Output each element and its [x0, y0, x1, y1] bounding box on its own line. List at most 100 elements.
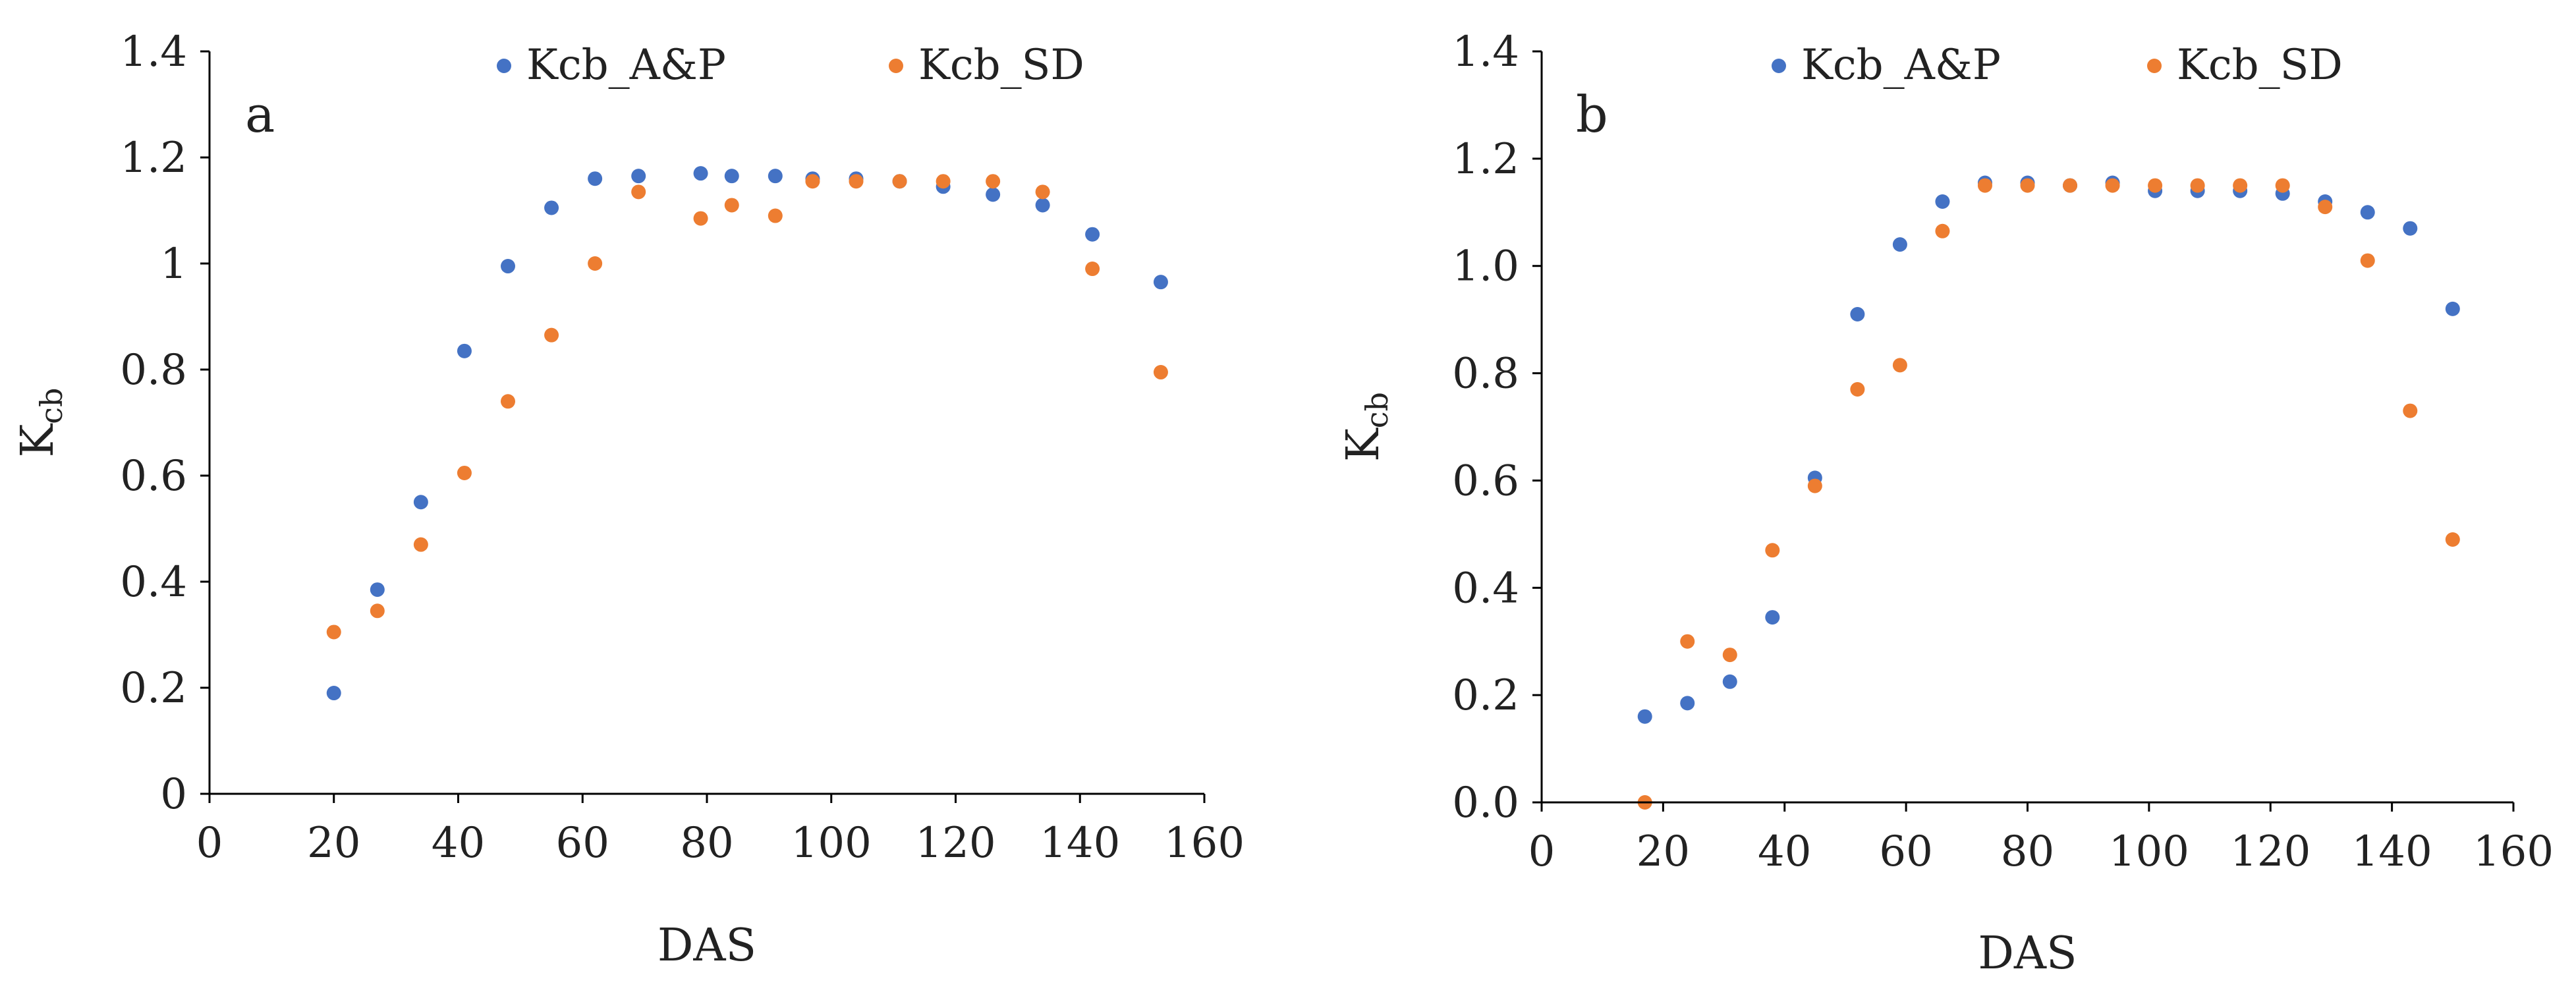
point-kcb-sd [1892, 358, 1907, 373]
point-kcb-ap [2445, 301, 2460, 316]
point-kcb-ap [1637, 709, 1652, 724]
point-kcb-sd [544, 327, 559, 343]
y-tick-label: 0.8 [1452, 350, 1519, 399]
y-tick-label: 1.4 [1452, 28, 1519, 76]
y-tick-label: 0 [160, 770, 187, 819]
point-kcb-sd [724, 198, 739, 213]
y-tick-label: 0.2 [120, 664, 187, 713]
point-kcb-sd [2063, 178, 2078, 193]
point-kcb-ap [588, 171, 603, 186]
x-tick-label: 100 [2109, 827, 2189, 876]
point-kcb-sd [1722, 648, 1737, 663]
x-tick-label: 160 [2473, 827, 2554, 876]
x-tick-label: 20 [307, 819, 360, 868]
y-axis-label-main: K [1337, 428, 1389, 462]
point-kcb-sd [768, 208, 783, 223]
x-tick-label: 160 [1164, 819, 1245, 868]
point-kcb-ap [544, 200, 559, 215]
point-kcb-sd [1935, 223, 1950, 238]
y-axis-label-subscript: cb [34, 387, 69, 424]
legend-marker-kcb-ap [1772, 59, 1786, 73]
point-kcb-sd [2148, 178, 2163, 193]
y-tick-label: 0.4 [120, 558, 187, 607]
y-axis-label-main: K [12, 424, 64, 458]
point-kcb-sd [2020, 178, 2035, 193]
x-tick-label: 40 [432, 819, 485, 868]
point-kcb-sd [2275, 178, 2290, 193]
point-kcb-ap [724, 169, 739, 184]
point-kcb-ap [768, 169, 783, 184]
y-axis-label: Kcb [1337, 392, 1395, 462]
x-tick-label: 80 [2001, 827, 2054, 876]
point-kcb-ap [370, 582, 385, 597]
point-kcb-ap [501, 259, 515, 274]
point-kcb-sd [588, 256, 603, 271]
point-kcb-sd [986, 174, 1001, 189]
point-kcb-ap [2360, 205, 2375, 220]
point-kcb-ap [1935, 194, 1950, 209]
y-tick-label: 0.0 [1452, 779, 1519, 827]
x-tick-labels: 0 20 40 60 80 100 120 140 160 [1528, 802, 2554, 876]
legend-marker-kcb-sd [2147, 59, 2162, 73]
point-kcb-sd [2318, 200, 2333, 215]
point-kcb-ap [1850, 307, 1865, 321]
y-tick-label: 1.2 [120, 134, 187, 182]
x-tick-label: 100 [791, 819, 872, 868]
point-kcb-ap [986, 187, 1001, 202]
legend-label-kcb-ap: Kcb_A&P [1801, 41, 2001, 90]
point-kcb-sd [2190, 178, 2205, 193]
point-kcb-sd [2445, 532, 2460, 547]
point-kcb-sd [2105, 178, 2120, 193]
x-tick-label: 80 [680, 819, 733, 868]
point-kcb-sd [936, 174, 951, 189]
point-kcb-sd [849, 174, 864, 189]
y-tick-label: 0.6 [1452, 457, 1519, 505]
legend-label-kcb-ap: Kcb_A&P [526, 41, 726, 90]
point-kcb-ap [1153, 275, 1168, 290]
y-tick-label: 1.4 [120, 28, 187, 76]
legend-label-kcb-sd: Kcb_SD [2177, 41, 2343, 90]
point-kcb-sd [2403, 403, 2418, 418]
x-tick-label: 40 [1758, 827, 1811, 876]
point-kcb-sd [892, 174, 907, 189]
point-kcb-ap [693, 166, 708, 181]
chart-panel-a: 0 0.2 0.4 0.6 0.8 1 1.2 1.4 0 20 40 60 80 100 120 140 1… [12, 28, 1245, 972]
x-tick-label: 140 [2352, 827, 2432, 876]
y-tick-labels: 0 0.2 0.4 0.6 0.8 1 1.2 1.4 [120, 28, 210, 819]
x-axis-label: DAS [1978, 928, 2077, 980]
point-kcb-ap [2403, 221, 2418, 236]
point-kcb-sd [1680, 634, 1695, 649]
x-tick-label: 60 [556, 819, 609, 868]
point-kcb-ap [631, 169, 646, 184]
y-tick-label: 0.2 [1452, 671, 1519, 720]
point-kcb-ap [413, 495, 428, 510]
x-axis-label: DAS [658, 920, 756, 972]
point-kcb-sd [1765, 543, 1780, 558]
chart-panel-b: 0.0 0.2 0.4 0.6 0.8 1.0 1.2 1.4 0 20 40 60 80 100 120… [1337, 28, 2554, 980]
panel-label: b [1576, 85, 1608, 144]
y-axis-label-subscript: cb [1359, 392, 1395, 428]
legend-label-kcb-sd: Kcb_SD [918, 41, 1084, 90]
point-kcb-sd [2233, 178, 2248, 193]
y-tick-label: 1.0 [1452, 242, 1519, 291]
point-kcb-sd [370, 603, 385, 619]
x-tick-label: 120 [915, 819, 995, 868]
point-kcb-sd [1850, 382, 1865, 397]
x-tick-label: 60 [1879, 827, 1932, 876]
x-tick-label: 0 [1528, 827, 1555, 876]
y-tick-labels: 0.0 0.2 0.4 0.6 0.8 1.0 1.2 1.4 [1452, 28, 1542, 827]
x-tick-label: 120 [2230, 827, 2310, 876]
point-kcb-ap [1892, 237, 1907, 252]
point-kcb-sd [1085, 262, 1100, 277]
point-kcb-sd [1153, 365, 1168, 380]
point-kcb-ap [1765, 610, 1780, 625]
panel-label: a [245, 85, 275, 144]
point-kcb-sd [805, 174, 820, 189]
point-kcb-sd [457, 465, 472, 480]
y-tick-label: 0.6 [120, 452, 187, 501]
x-tick-labels: 0 20 40 60 80 100 120 140 160 [196, 794, 1245, 868]
legend: Kcb_A&P Kcb_SD [1772, 41, 2343, 90]
point-kcb-ap [1722, 674, 1737, 689]
point-kcb-ap [326, 686, 341, 701]
